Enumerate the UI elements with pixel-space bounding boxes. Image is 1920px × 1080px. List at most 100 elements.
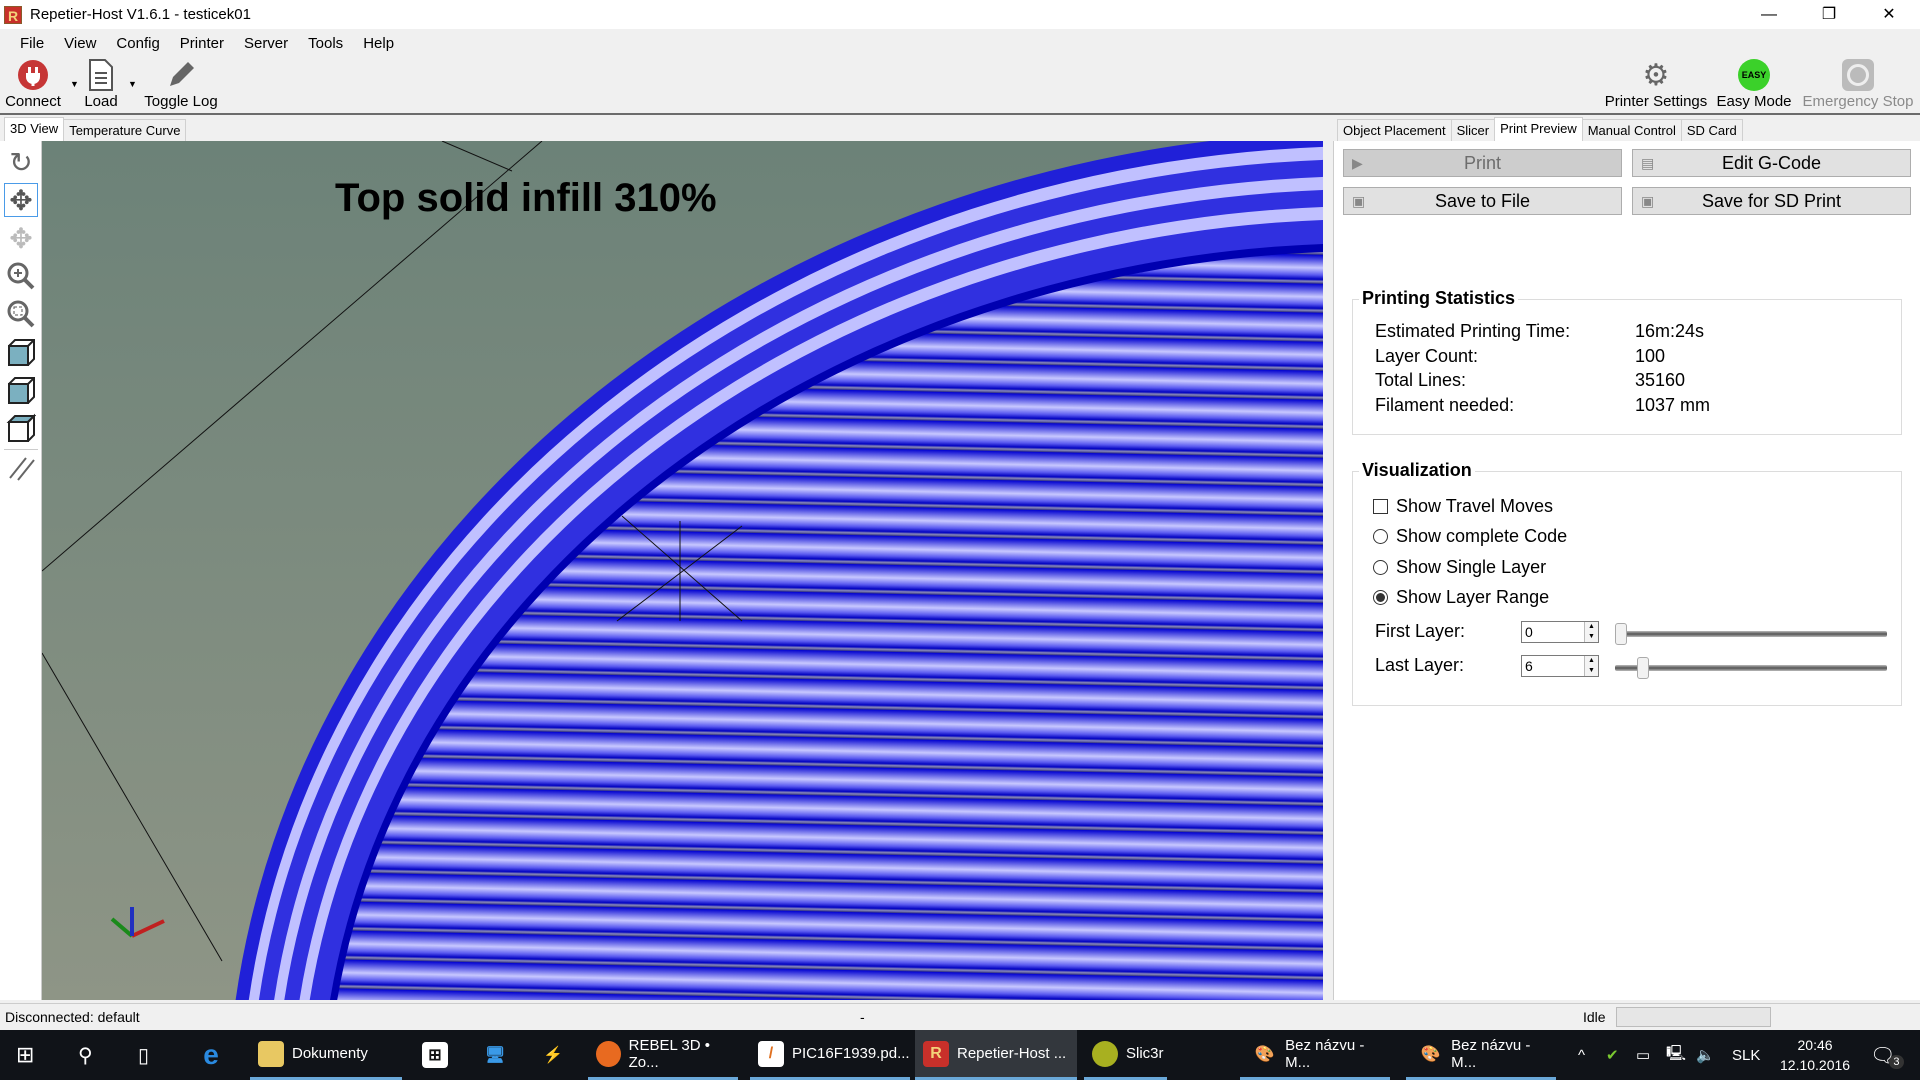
close-button[interactable]: ✕: [1882, 6, 1896, 23]
edit-gcode-button[interactable]: ▤ Edit G-Code: [1632, 149, 1911, 177]
tab-temperature-curve[interactable]: Temperature Curve: [63, 119, 187, 141]
window-title: Repetier-Host V1.6.1 - testicek01: [30, 6, 251, 23]
menu-help[interactable]: Help: [363, 34, 395, 52]
show-travel-checkbox[interactable]: Show Travel Moves: [1373, 496, 1553, 517]
move-object-icon[interactable]: ✥: [9, 222, 33, 254]
connect-button[interactable]: Connect: [4, 59, 62, 110]
floppy-icon: ▣: [1641, 192, 1655, 209]
tab-slicer[interactable]: Slicer: [1450, 119, 1496, 141]
stat-label: Estimated Printing Time:: [1375, 321, 1571, 341]
spin-arrows-icon[interactable]: ▲ ▼: [1584, 622, 1598, 642]
show-complete-radio[interactable]: Show complete Code: [1373, 526, 1567, 547]
search-button[interactable]: ⚲: [78, 1030, 93, 1080]
first-layer-slider[interactable]: [1615, 623, 1887, 645]
tab-3d-view[interactable]: 3D View: [4, 117, 65, 141]
menu-printer[interactable]: Printer: [179, 34, 224, 52]
battery-icon[interactable]: ▭: [1636, 1047, 1651, 1064]
load-label: Load: [84, 93, 118, 110]
taskbar-label: PIC16F1939.pd...: [792, 1045, 910, 1062]
easy-badge: EASY: [1738, 59, 1770, 91]
zoom-fit-icon[interactable]: [4, 297, 38, 331]
repetier-icon: R: [923, 1040, 949, 1067]
toolbar: Connect ▼ Load ▼ Toggle Log ⚙ Printer Se…: [0, 57, 1920, 115]
show-single-radio[interactable]: Show Single Layer: [1373, 557, 1546, 578]
language-indicator[interactable]: SLK: [1732, 1046, 1761, 1064]
spin-arrows-icon[interactable]: ▲ ▼: [1584, 656, 1598, 676]
emergency-stop-label: Emergency Stop: [1802, 93, 1914, 110]
tray-expand-icon[interactable]: ^: [1578, 1046, 1586, 1064]
taskbar-item-dokumenty[interactable]: Dokumenty: [250, 1030, 402, 1080]
computer-button[interactable]: 🖥: [482, 1030, 516, 1080]
start-button[interactable]: ⊞: [16, 1030, 34, 1080]
load-button[interactable]: Load: [80, 59, 122, 110]
taskbar-item-paint-2[interactable]: 🎨 Bez názvu - M...: [1406, 1030, 1556, 1080]
minimize-button[interactable]: —: [1761, 6, 1777, 23]
checkbox-icon: [1373, 499, 1388, 514]
menu-view[interactable]: View: [64, 34, 97, 52]
taskbar-item-pdf[interactable]: / PIC16F1939.pd...: [750, 1030, 910, 1080]
paint-icon: 🎨: [1254, 1045, 1275, 1063]
3d-viewport[interactable]: Top solid infill 310%: [42, 141, 1323, 1000]
menu-file[interactable]: File: [20, 34, 45, 52]
last-layer-input[interactable]: 6 ▲ ▼: [1521, 655, 1599, 677]
easy-mode-button[interactable]: EASY Easy Mode: [1716, 59, 1792, 110]
tab-sd-card[interactable]: SD Card: [1680, 119, 1743, 141]
save-to-file-button[interactable]: ▣ Save to File: [1343, 187, 1622, 215]
save-sd-label: Save for SD Print: [1701, 190, 1842, 211]
network-icon[interactable]: 🖳: [1666, 1044, 1687, 1062]
task-view-icon: ▯: [138, 1044, 150, 1067]
taskbar-item-slic3r[interactable]: Slic3r: [1084, 1030, 1167, 1080]
play-icon: ▶: [1352, 154, 1363, 171]
winamp-button[interactable]: ⚡: [540, 1030, 574, 1080]
option-label: Show Single Layer: [1396, 557, 1547, 577]
notification-count: 3: [1889, 1055, 1904, 1069]
taskbar-item-paint-1[interactable]: 🎨 Bez názvu - M...: [1240, 1030, 1390, 1080]
pdf-icon: /: [758, 1040, 784, 1067]
parallel-projection-icon[interactable]: [4, 449, 38, 483]
slider-thumb[interactable]: [1636, 657, 1649, 679]
volume-icon[interactable]: 🔈: [1696, 1047, 1715, 1064]
edit-gcode-label: Edit G-Code: [1721, 152, 1822, 173]
tab-manual-control[interactable]: Manual Control: [1581, 119, 1682, 141]
option-label: Show complete Code: [1396, 526, 1568, 546]
emergency-stop-icon: [1802, 59, 1914, 91]
edge-button[interactable]: e: [198, 1030, 232, 1080]
radio-selected-icon: [1373, 590, 1388, 605]
emergency-stop-button[interactable]: Emergency Stop: [1802, 59, 1914, 110]
tray-app-icon[interactable]: ✔: [1606, 1047, 1619, 1064]
printer-settings-button[interactable]: ⚙ Printer Settings: [1604, 58, 1708, 111]
menu-server[interactable]: Server: [243, 34, 289, 52]
load-dropdown-icon[interactable]: ▼: [128, 79, 137, 89]
menu-config[interactable]: Config: [116, 34, 160, 52]
tab-print-preview[interactable]: Print Preview: [1494, 117, 1583, 141]
store-button[interactable]: ⊞: [422, 1030, 456, 1080]
connect-dropdown-icon[interactable]: ▼: [70, 79, 79, 89]
save-sd-button[interactable]: ▣ Save for SD Print: [1632, 187, 1911, 215]
clock[interactable]: 20:46 12.10.2016: [1780, 1030, 1850, 1080]
menu-tools[interactable]: Tools: [308, 34, 344, 52]
front-view-icon[interactable]: [4, 373, 38, 407]
printing-statistics-group: Printing Statistics Estimated Printing T…: [1352, 288, 1902, 435]
print-button[interactable]: ▶ Print: [1343, 149, 1622, 177]
document-icon: [80, 59, 122, 91]
action-center-button[interactable]: 🗨 3: [1870, 1030, 1904, 1080]
move-icon[interactable]: ✥: [4, 183, 38, 217]
slider-thumb[interactable]: [1615, 623, 1627, 645]
rotate-icon[interactable]: ↻: [9, 146, 33, 178]
taskbar-item-firefox[interactable]: REBEL 3D • Zo...: [588, 1030, 738, 1080]
taskbar-item-repetier[interactable]: R Repetier-Host ...: [915, 1030, 1077, 1080]
iso-view-icon[interactable]: [4, 335, 38, 369]
last-layer-label: Last Layer:: [1375, 655, 1465, 675]
show-range-radio[interactable]: Show Layer Range: [1373, 587, 1549, 608]
last-layer-value: 6: [1525, 658, 1533, 674]
last-layer-slider[interactable]: [1615, 657, 1887, 679]
toggle-log-button[interactable]: Toggle Log: [142, 59, 220, 110]
top-view-icon[interactable]: [4, 411, 38, 445]
tab-object-placement[interactable]: Object Placement: [1337, 119, 1452, 141]
zoom-in-icon[interactable]: [4, 259, 38, 293]
maximize-button[interactable]: ❐: [1821, 6, 1837, 23]
taskbar-label: Bez názvu - M...: [1451, 1036, 1531, 1071]
task-view-button[interactable]: ▯: [138, 1030, 149, 1080]
gears-icon: ⚙: [1642, 58, 1670, 92]
first-layer-input[interactable]: 0 ▲ ▼: [1521, 621, 1599, 643]
